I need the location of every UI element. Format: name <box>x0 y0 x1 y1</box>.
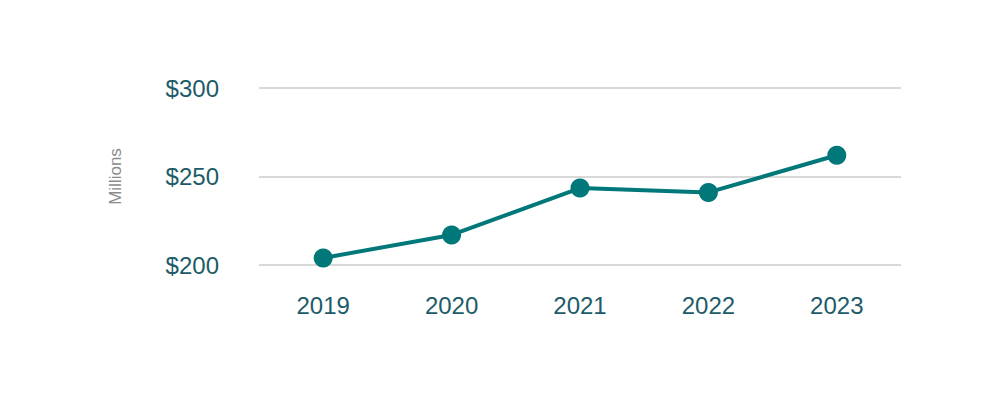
svg-text:$250: $250 <box>166 163 219 190</box>
svg-text:$300: $300 <box>166 75 219 102</box>
svg-text:2020: 2020 <box>425 292 478 319</box>
svg-text:2021: 2021 <box>553 292 606 319</box>
svg-text:2022: 2022 <box>682 292 735 319</box>
svg-text:Millions: Millions <box>106 148 125 205</box>
svg-text:$200: $200 <box>166 252 219 279</box>
svg-text:2019: 2019 <box>297 292 350 319</box>
svg-text:2023: 2023 <box>810 292 863 319</box>
